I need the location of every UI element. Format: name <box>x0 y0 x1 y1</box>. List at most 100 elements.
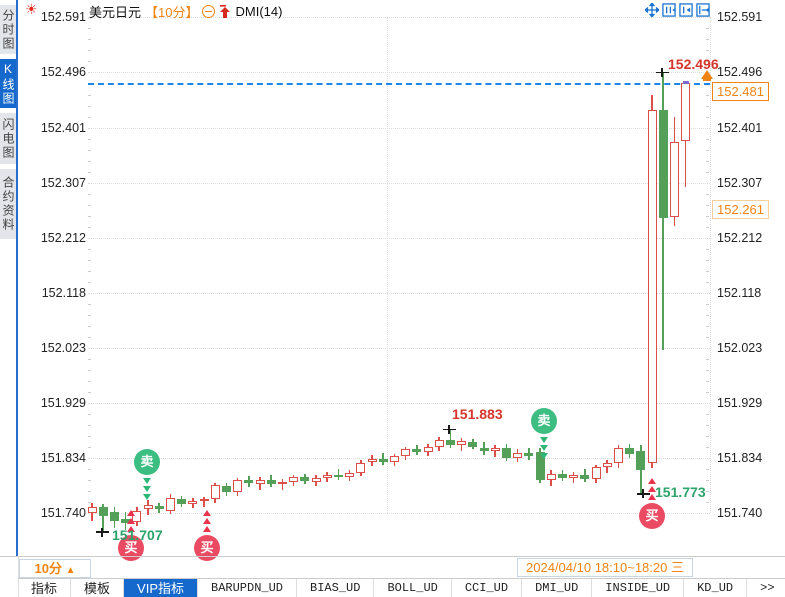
tab-kd_ud[interactable]: KD_UD <box>684 579 748 597</box>
period-label[interactable]: 【10分】 <box>145 5 199 20</box>
tab-boll_ud[interactable]: BOLL_UD <box>374 579 452 597</box>
reference-dashed-line <box>88 83 710 86</box>
right-axis-tick: 152.591 <box>717 10 763 24</box>
chart-type-sidebar: 分时图 K线图闪电图合约资料 <box>0 0 18 556</box>
minor-tick-left <box>88 160 91 162</box>
cross-v <box>661 67 663 77</box>
candle <box>154 506 164 510</box>
candle <box>501 448 511 458</box>
signal-arrow-icon <box>142 478 151 484</box>
minor-tick-left <box>88 369 91 371</box>
signal-arrow-icon <box>539 445 548 451</box>
sidebar-item-4[interactable]: 合约资料 <box>0 169 16 239</box>
price-annotation: 151.707 <box>112 527 163 543</box>
candle <box>412 449 422 453</box>
tab-模板[interactable]: 模板 <box>71 579 125 597</box>
minor-tick-right <box>706 336 709 338</box>
candle-wick <box>281 478 284 491</box>
zoom-axis-left-icon[interactable] <box>662 3 676 17</box>
minor-tick-left <box>88 413 91 415</box>
secondary-price-tag: 152.261 <box>712 200 769 220</box>
tab-inside_ud[interactable]: INSIDE_UD <box>592 579 685 597</box>
minor-tick-left <box>88 149 91 151</box>
minor-tick-right <box>706 480 709 482</box>
current-price-arrow-icon <box>701 70 713 79</box>
candle <box>311 478 321 482</box>
left-axis-tick: 152.212 <box>40 230 86 245</box>
chart-header: ☀ 美元日元 【10分】 DMI(14) <box>0 0 785 20</box>
tab-barupdn_ud[interactable]: BARUPDN_UD <box>198 579 298 597</box>
left-axis-tick: 151.834 <box>40 451 86 466</box>
candle <box>289 477 299 483</box>
signal-arrow-icon <box>202 526 211 532</box>
candle <box>580 475 590 480</box>
horizontal-gridline <box>88 348 710 350</box>
signal-arrow-icon <box>647 486 656 492</box>
candle <box>109 511 119 522</box>
candle-wick <box>203 496 205 508</box>
tab-vip指标[interactable]: VIP指标 <box>124 579 198 597</box>
minor-tick-left <box>88 50 91 52</box>
tab-dmi_ud[interactable]: DMI_UD <box>522 579 593 597</box>
minor-tick-left <box>88 215 91 217</box>
minor-tick-right <box>706 171 709 173</box>
latest-price-marker <box>683 81 689 84</box>
minor-tick-left <box>88 61 91 63</box>
crosshair-icon[interactable] <box>645 3 659 17</box>
minor-tick-right <box>706 116 709 118</box>
minor-tick-right <box>706 160 709 162</box>
status-bar: 10分 ▲ 2024/04/10 18:10~18:20 三 <box>0 556 785 578</box>
minor-tick-right <box>706 270 709 272</box>
minor-tick-right <box>706 193 709 195</box>
minor-tick-left <box>88 502 91 504</box>
vertical-gridline <box>387 17 388 513</box>
minor-tick-left <box>88 447 91 449</box>
collapse-circle-icon[interactable] <box>202 5 216 18</box>
minor-tick-left <box>88 259 91 261</box>
zoom-axis-right-icon[interactable] <box>679 3 693 17</box>
minor-tick-right <box>706 502 709 504</box>
period-selector[interactable]: 10分 ▲ <box>19 559 91 578</box>
minor-tick-left <box>88 380 91 382</box>
minor-tick-right <box>706 138 709 140</box>
minor-tick-left <box>88 303 91 305</box>
left-axis-tick: 152.023 <box>40 341 86 356</box>
right-axis-tick: 152.023 <box>717 341 763 356</box>
signal-arrow-icon <box>539 437 548 443</box>
sidebar-divider <box>18 556 19 597</box>
left-axis-tick: 152.496 <box>40 65 86 80</box>
minor-tick-right <box>706 61 709 63</box>
minor-tick-right <box>706 50 709 52</box>
symbol-name: 美元日元 <box>89 5 142 20</box>
tab->>[interactable]: >> <box>747 579 785 597</box>
minor-tick-left <box>88 436 91 438</box>
minor-tick-right <box>706 94 709 96</box>
sidebar-item-3[interactable]: 闪电图 <box>0 113 16 164</box>
tab-bias_ud[interactable]: BIAS_UD <box>297 579 375 597</box>
candle <box>401 449 411 457</box>
tab-指标[interactable]: 指标 <box>18 579 72 597</box>
jump-to-latest-icon[interactable] <box>696 3 710 17</box>
sidebar-item-2[interactable]: K线图 <box>0 59 16 108</box>
minor-tick-left <box>88 248 91 250</box>
left-axis-tick: 152.118 <box>41 285 86 300</box>
candle <box>345 472 355 478</box>
tab-cci_ud[interactable]: CCI_UD <box>452 579 523 597</box>
candle <box>300 477 310 481</box>
kline-chart-canvas[interactable]: 卖买买卖买 151.707 151.883 151.773 152.496 <box>0 0 785 561</box>
minor-tick-right <box>706 248 709 250</box>
vertical-gridline <box>710 17 711 513</box>
sidebar-item-1[interactable]: 分时图 <box>0 5 16 54</box>
minor-tick-left <box>88 314 91 316</box>
minor-tick-right <box>706 436 709 438</box>
minor-tick-right <box>706 28 709 30</box>
left-axis-tick: 152.401 <box>40 120 86 135</box>
current-price-arrow-base <box>703 79 711 81</box>
indicator-name[interactable]: DMI(14) <box>235 4 283 19</box>
signal-arrow-icon <box>126 526 135 532</box>
candle <box>199 499 209 502</box>
candle <box>681 82 691 142</box>
minor-tick-right <box>706 491 709 493</box>
left-axis-tick: 151.929 <box>40 395 86 410</box>
